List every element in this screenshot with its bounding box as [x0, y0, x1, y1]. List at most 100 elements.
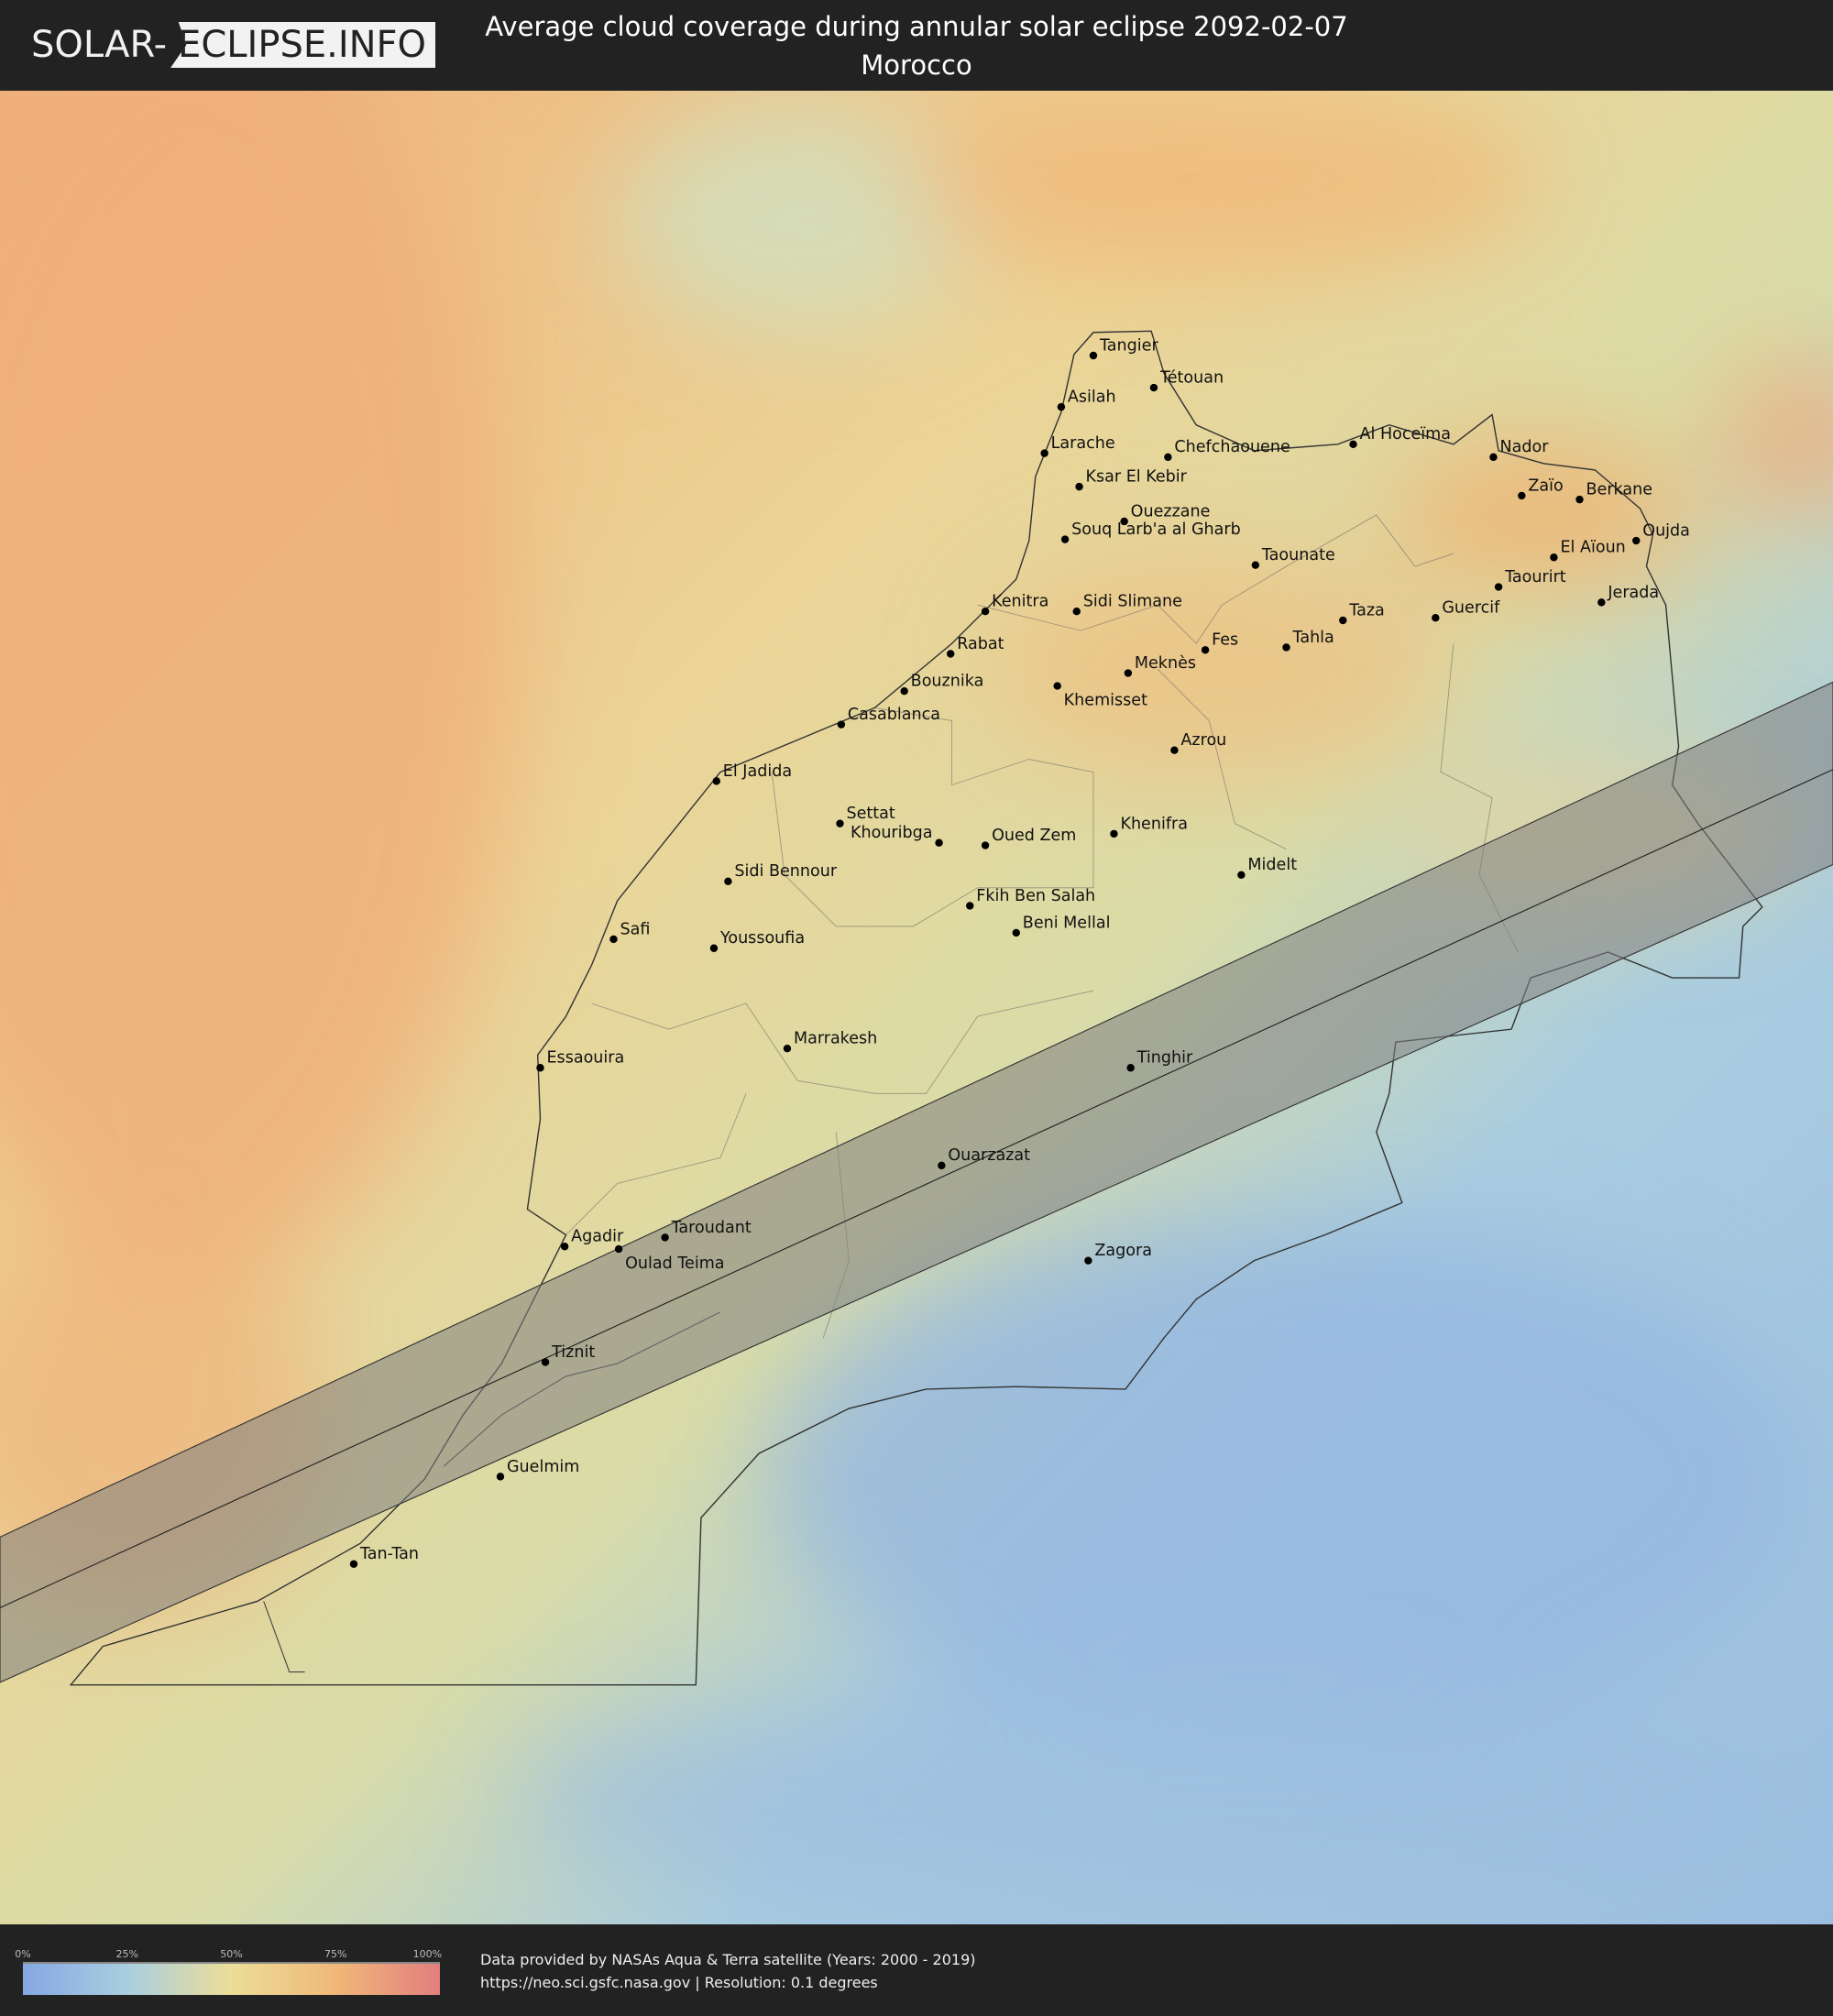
city-label: Agadir — [571, 1228, 624, 1246]
city-label: Khemisset — [1064, 692, 1147, 710]
city-marker[interactable] — [536, 1064, 544, 1072]
city-marker[interactable] — [1494, 583, 1503, 591]
credits-source: Data provided by NASAs Aqua & Terra sate… — [480, 1951, 976, 1968]
city-marker[interactable] — [712, 777, 720, 785]
footer: 0% 25% 50% 75% 100% Data provided by NAS… — [0, 1924, 1833, 2016]
city-marker[interactable] — [1057, 402, 1066, 411]
city-label: Khouribga — [851, 824, 933, 842]
city-marker[interactable] — [1349, 440, 1357, 449]
city-marker[interactable] — [609, 935, 618, 944]
city-marker[interactable] — [981, 607, 990, 616]
city-marker[interactable] — [614, 1244, 623, 1254]
city-label: Taza — [1348, 601, 1385, 619]
city-marker[interactable] — [1575, 495, 1584, 504]
city-marker[interactable] — [1110, 829, 1118, 838]
city-marker[interactable] — [1124, 669, 1133, 677]
city-label: Beni Mellal — [1023, 914, 1111, 932]
city-label: Asilah — [1068, 389, 1116, 407]
city-marker[interactable] — [1170, 746, 1179, 754]
city-label: Guercif — [1442, 599, 1500, 618]
city-marker[interactable] — [1201, 646, 1210, 654]
city-marker[interactable] — [1060, 535, 1070, 543]
city-label: Khenifra — [1120, 815, 1188, 833]
city-label: Tahla — [1292, 629, 1334, 647]
city-label: Settat — [847, 805, 895, 823]
city-label: Meknès — [1135, 654, 1196, 673]
city-marker[interactable] — [1489, 453, 1498, 462]
city-label: El Jadida — [723, 762, 792, 781]
city-label: Souq Larb'a al Gharb — [1071, 520, 1241, 539]
city-marker[interactable] — [1089, 351, 1098, 360]
city-marker[interactable] — [1282, 643, 1290, 652]
city-label: Ksar El Kebir — [1086, 467, 1188, 486]
city-marker[interactable] — [1550, 553, 1558, 562]
city-marker[interactable] — [837, 720, 846, 729]
legend-tick: 25% — [115, 1948, 138, 1960]
city-label: Guelmim — [507, 1458, 579, 1476]
city-label: Zaïo — [1528, 477, 1563, 495]
city-label: Kenitra — [992, 593, 1048, 611]
map-title: Average cloud coverage during annular so… — [367, 7, 1466, 84]
city-marker[interactable] — [661, 1233, 669, 1242]
legend-color-scale — [23, 1962, 440, 1995]
city-marker[interactable] — [560, 1243, 569, 1251]
city-marker[interactable] — [349, 1560, 358, 1568]
city-label: Ouezzane — [1131, 502, 1211, 520]
city-marker[interactable] — [541, 1358, 550, 1366]
morocco-border — [69, 330, 1763, 1686]
city-marker[interactable] — [496, 1473, 505, 1481]
city-label: Jerada — [1607, 584, 1659, 602]
eclipse-band — [0, 681, 1833, 1683]
city-label: Fes — [1212, 631, 1238, 650]
city-marker[interactable] — [1075, 482, 1083, 491]
city-label: Azrou — [1180, 731, 1226, 750]
city-label: Tétouan — [1159, 368, 1224, 387]
city-marker[interactable] — [1518, 491, 1526, 500]
logo[interactable]: SOLAR- ECLIPSE.INFO — [31, 22, 436, 68]
city-marker[interactable] — [966, 902, 974, 910]
city-marker[interactable] — [1072, 607, 1081, 616]
city-marker[interactable] — [1164, 453, 1172, 462]
legend-tick: 0% — [15, 1948, 31, 1960]
city-label: Tinghir — [1136, 1049, 1193, 1068]
city-marker[interactable] — [935, 838, 943, 847]
city-marker[interactable] — [1120, 517, 1128, 526]
city-marker[interactable] — [1126, 1064, 1135, 1072]
city-marker[interactable] — [981, 841, 990, 849]
city-marker[interactable] — [1339, 616, 1347, 625]
legend-tick: 100% — [412, 1948, 443, 1960]
eclipse-centerline — [0, 769, 1833, 1608]
legend-tick: 50% — [220, 1948, 243, 1960]
city-marker[interactable] — [1149, 383, 1158, 392]
city-marker[interactable] — [724, 877, 732, 886]
cloud-blobs — [0, 91, 1833, 1917]
city-marker[interactable] — [1432, 613, 1440, 622]
city-label: Marrakesh — [794, 1030, 877, 1048]
city-marker[interactable] — [1084, 1256, 1092, 1265]
city-marker[interactable] — [783, 1044, 792, 1053]
city-marker[interactable] — [1632, 536, 1641, 545]
city-label: Sidi Slimane — [1083, 593, 1182, 611]
city-marker[interactable] — [1053, 682, 1061, 690]
city-marker[interactable] — [709, 944, 719, 952]
credits-url[interactable]: https://neo.sci.gsfc.nasa.gov | Resoluti… — [480, 1974, 878, 1991]
city-marker[interactable] — [1012, 928, 1020, 937]
city-marker[interactable] — [1597, 598, 1606, 607]
city-label: Taroudant — [671, 1219, 752, 1237]
city-marker[interactable] — [900, 686, 908, 696]
city-marker[interactable] — [946, 650, 955, 658]
city-marker[interactable] — [1251, 561, 1260, 569]
city-label: Fkih Ben Salah — [976, 887, 1095, 905]
city-marker[interactable] — [938, 1161, 946, 1170]
city-label: Al Hoceïma — [1360, 425, 1451, 444]
city-label: El Aïoun — [1560, 539, 1625, 557]
city-label: Casablanca — [848, 706, 940, 724]
city-label: Oulad Teima — [625, 1255, 724, 1273]
city-marker[interactable] — [1237, 871, 1246, 880]
title: Average cloud coverage during annular so… — [485, 11, 1348, 42]
city-label: Nador — [1499, 438, 1549, 456]
city-marker[interactable] — [836, 819, 844, 827]
city-marker[interactable] — [1040, 449, 1048, 457]
